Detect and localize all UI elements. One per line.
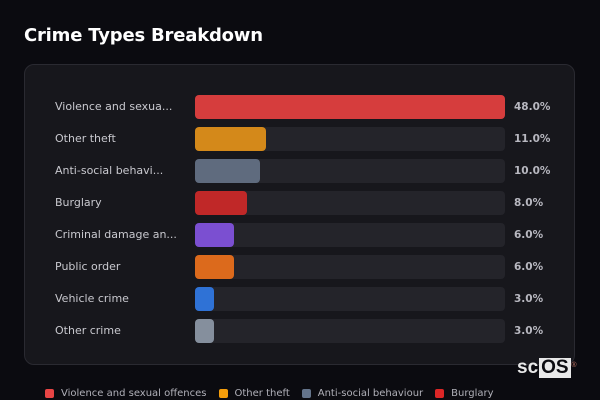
legend-swatch-icon — [45, 388, 54, 398]
legend-item[interactable]: Other theft — [218, 387, 290, 399]
bar-label: Public order — [55, 260, 121, 273]
bar-fill[interactable] — [195, 287, 214, 311]
bar-track — [195, 223, 505, 247]
legend-item[interactable]: Violence and sexual offences — [45, 388, 207, 399]
bar-row: Criminal damage an... 6.0% — [25, 223, 574, 247]
bar-track — [195, 159, 505, 183]
bar-fill[interactable] — [195, 223, 234, 247]
bar-row: Public order 6.0% — [25, 255, 574, 279]
bar-fill[interactable] — [195, 159, 260, 183]
bar-row: Other theft 11.0% — [25, 127, 574, 151]
bar-fill[interactable] — [195, 127, 266, 151]
bar-value: 8.0% — [514, 197, 544, 209]
bar-fill[interactable] — [195, 319, 214, 343]
bar-label: Anti-social behavi... — [55, 164, 164, 177]
bar-label: Vehicle crime — [55, 292, 129, 305]
bar-track — [195, 95, 505, 119]
bar-value: 3.0% — [514, 293, 544, 305]
bar-track — [195, 255, 505, 279]
bar-label: Other theft — [55, 132, 116, 145]
bar-track — [195, 127, 505, 151]
bar-value: 10.0% — [514, 165, 551, 177]
legend-label: Violence and sexual offences — [61, 387, 207, 399]
legend-swatch-icon — [435, 388, 445, 398]
bar-row: Burglary 8.0% — [25, 191, 574, 215]
bar-track — [195, 319, 505, 343]
bar-value: 48.0% — [514, 101, 551, 113]
bar-fill[interactable] — [195, 255, 234, 279]
bar-value: 6.0% — [514, 261, 544, 273]
logo-prefix: sc — [517, 357, 539, 378]
bar-track — [195, 191, 505, 215]
bar-row: Vehicle crime 3.0% — [25, 287, 574, 311]
bar-value: 11.0% — [514, 133, 551, 145]
legend-item[interactable]: Burglary — [435, 387, 494, 399]
legend-label: Other theft — [234, 387, 290, 399]
chart-legend: Violence and sexual offences Other theft A… — [45, 386, 506, 400]
bar-label: Criminal damage an... — [55, 228, 177, 241]
logo-highlight: OS — [539, 357, 571, 378]
legend-label: Anti-social behaviour — [317, 387, 424, 399]
bar-row: Other crime 3.0% — [25, 319, 574, 343]
legend-label: Burglary — [451, 387, 494, 399]
bar-label: Burglary — [55, 196, 102, 209]
scos-logo: sc OS ® — [517, 357, 577, 378]
bar-row: Violence and sexua... 48.0% — [25, 95, 574, 119]
bar-fill[interactable] — [195, 95, 505, 119]
bar-value: 6.0% — [514, 229, 544, 241]
legend-item[interactable]: Anti-social behaviour — [301, 387, 424, 399]
legend-swatch-icon — [218, 388, 228, 398]
bar-value: 3.0% — [514, 325, 544, 337]
registered-mark-icon: ® — [571, 362, 577, 369]
bar-label: Violence and sexua... — [55, 100, 173, 113]
bar-fill[interactable] — [195, 191, 247, 215]
chart-card: Violence and sexua... 48.0% Other theft 11.… — [24, 64, 575, 365]
bar-label: Other crime — [55, 324, 121, 337]
bar-row: Anti-social behavi... 10.0% — [25, 159, 574, 183]
chart-title: Crime Types Breakdown — [24, 25, 263, 46]
legend-swatch-icon — [301, 388, 311, 398]
bar-track — [195, 287, 505, 311]
